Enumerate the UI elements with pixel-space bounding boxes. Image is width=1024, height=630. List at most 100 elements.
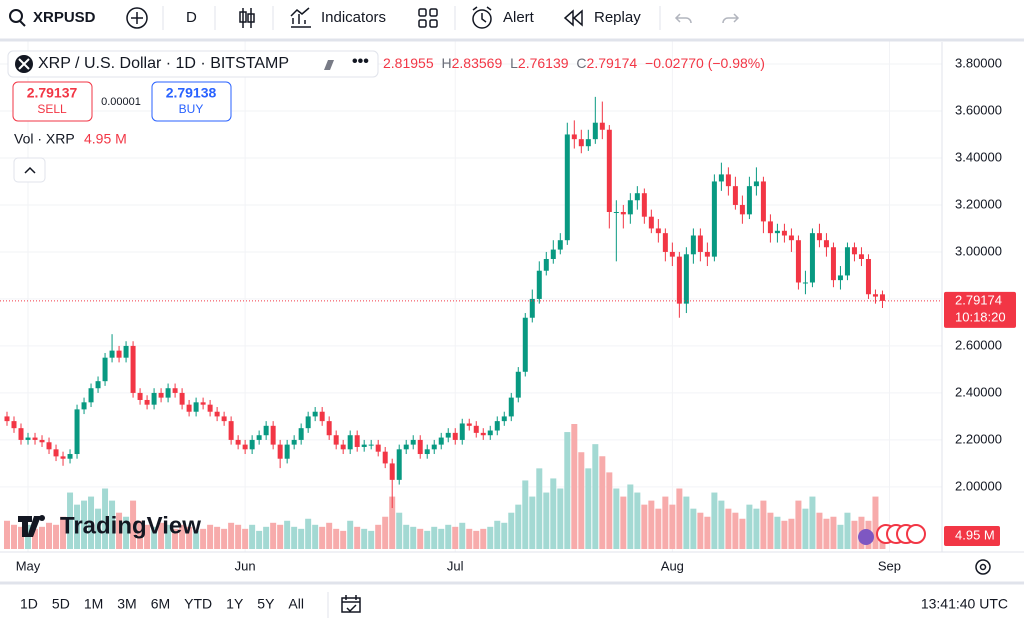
candle-body: [368, 444, 374, 446]
buy-button[interactable]: [151, 81, 232, 122]
volume-value: 4.95 M: [84, 131, 127, 147]
range-button[interactable]: 5Y: [257, 596, 275, 612]
candle-body: [704, 251, 710, 257]
candle-body: [137, 392, 143, 400]
sell-button[interactable]: [12, 81, 93, 122]
indicators-button[interactable]: Indicators: [321, 9, 386, 26]
candle-body: [4, 416, 10, 422]
candle-body: [613, 211, 619, 213]
candle-body: [319, 411, 325, 422]
volume-bar: [116, 512, 123, 549]
alert-button[interactable]: Alert: [503, 9, 535, 26]
candle-body: [102, 357, 108, 382]
volume-bar: [431, 526, 438, 549]
eraser-icon[interactable]: [324, 60, 334, 70]
range-button[interactable]: 3M: [117, 596, 136, 612]
candle-body: [39, 439, 45, 443]
candle-body: [88, 388, 94, 403]
volume-bar: [606, 472, 613, 549]
countdown: 10:18:20: [955, 309, 1006, 324]
volume-bar: [501, 522, 508, 549]
replay-icon[interactable]: [563, 9, 583, 27]
legend-title[interactable]: XRP / U.S. Dollar · 1D · BITSTAMP: [38, 55, 289, 72]
volume-bar: [487, 526, 494, 549]
volume-bar: [81, 500, 88, 549]
candle-body: [249, 439, 255, 450]
range-button[interactable]: 5D: [52, 596, 70, 612]
candle-body: [739, 204, 745, 215]
candle-body: [865, 258, 871, 295]
volume-bar: [627, 484, 634, 549]
y-tick-label: 2.00000: [955, 478, 1002, 493]
volume-bar: [459, 522, 466, 549]
volume-bar: [396, 512, 403, 549]
range-button[interactable]: 1M: [84, 596, 103, 612]
volume-bar: [557, 488, 564, 549]
candle-body: [144, 399, 150, 405]
candle-body: [473, 425, 479, 433]
volume-bar: [137, 520, 144, 549]
volume-bar: [53, 524, 60, 549]
event-icon[interactable]: [858, 529, 874, 545]
layouts-icon[interactable]: [418, 8, 427, 17]
watermark-logo: [18, 516, 41, 537]
volume-bar: [613, 488, 620, 549]
volume-bar: [809, 496, 816, 549]
range-button[interactable]: 1D: [20, 596, 38, 612]
indicators-icon[interactable]: [290, 7, 311, 28]
candle-body: [627, 200, 633, 215]
candle-body: [459, 423, 465, 440]
range-button[interactable]: 1Y: [226, 596, 244, 612]
candle-body: [809, 233, 815, 283]
volume-bar: [200, 528, 207, 549]
price-label-box: [944, 291, 1016, 328]
candle-body: [11, 421, 17, 429]
candle-body: [228, 421, 234, 440]
close-value: 2.79174: [587, 55, 638, 71]
replay-button[interactable]: Replay: [594, 9, 641, 26]
candle-body: [536, 270, 542, 299]
range-button[interactable]: All: [288, 596, 304, 612]
compare-button[interactable]: [126, 7, 148, 29]
low-prefix: L: [510, 55, 518, 71]
settings-button[interactable]: [975, 559, 991, 575]
candle-body: [718, 174, 724, 182]
range-button[interactable]: 6M: [151, 596, 170, 612]
volume-bar: [438, 528, 445, 549]
volume-bar: [249, 524, 256, 549]
volume-bar: [109, 500, 116, 549]
volume-bar: [837, 524, 844, 549]
candle-body: [837, 275, 843, 281]
symbol[interactable]: XRPUSD: [33, 9, 96, 26]
redo-button[interactable]: [722, 13, 740, 24]
more-button[interactable]: •••: [352, 53, 369, 70]
candle-body: [375, 444, 381, 452]
volume-bar: [830, 516, 837, 549]
undo-button[interactable]: [674, 13, 692, 24]
event-icons: [858, 524, 926, 545]
candle-body: [697, 235, 703, 252]
candle-body: [165, 388, 171, 398]
alert-icon[interactable]: [472, 9, 492, 29]
volume-bar: [802, 508, 809, 549]
search-icon[interactable]: [9, 9, 23, 23]
goto-date-button[interactable]: [341, 595, 361, 613]
range-button[interactable]: YTD: [184, 596, 212, 612]
interval-button[interactable]: D: [186, 9, 197, 26]
collapse-button[interactable]: [13, 157, 46, 183]
candle-body: [466, 423, 472, 426]
candle-body: [823, 240, 829, 248]
y-tick-label: 3.00000: [955, 243, 1002, 258]
event-icon[interactable]: [906, 524, 926, 544]
clock[interactable]: 13:41:40 UTC: [921, 596, 1008, 612]
candle-body: [95, 381, 101, 389]
candle-body: [242, 444, 248, 450]
volume-bar: [123, 516, 130, 549]
candle-body: [753, 181, 759, 187]
volume-bar: [263, 526, 270, 549]
change-value: −0.02770 (−0.98%): [645, 55, 765, 71]
volume-bar: [508, 512, 515, 549]
watermark-text: TradingView: [60, 512, 201, 539]
candle-body: [60, 456, 66, 459]
